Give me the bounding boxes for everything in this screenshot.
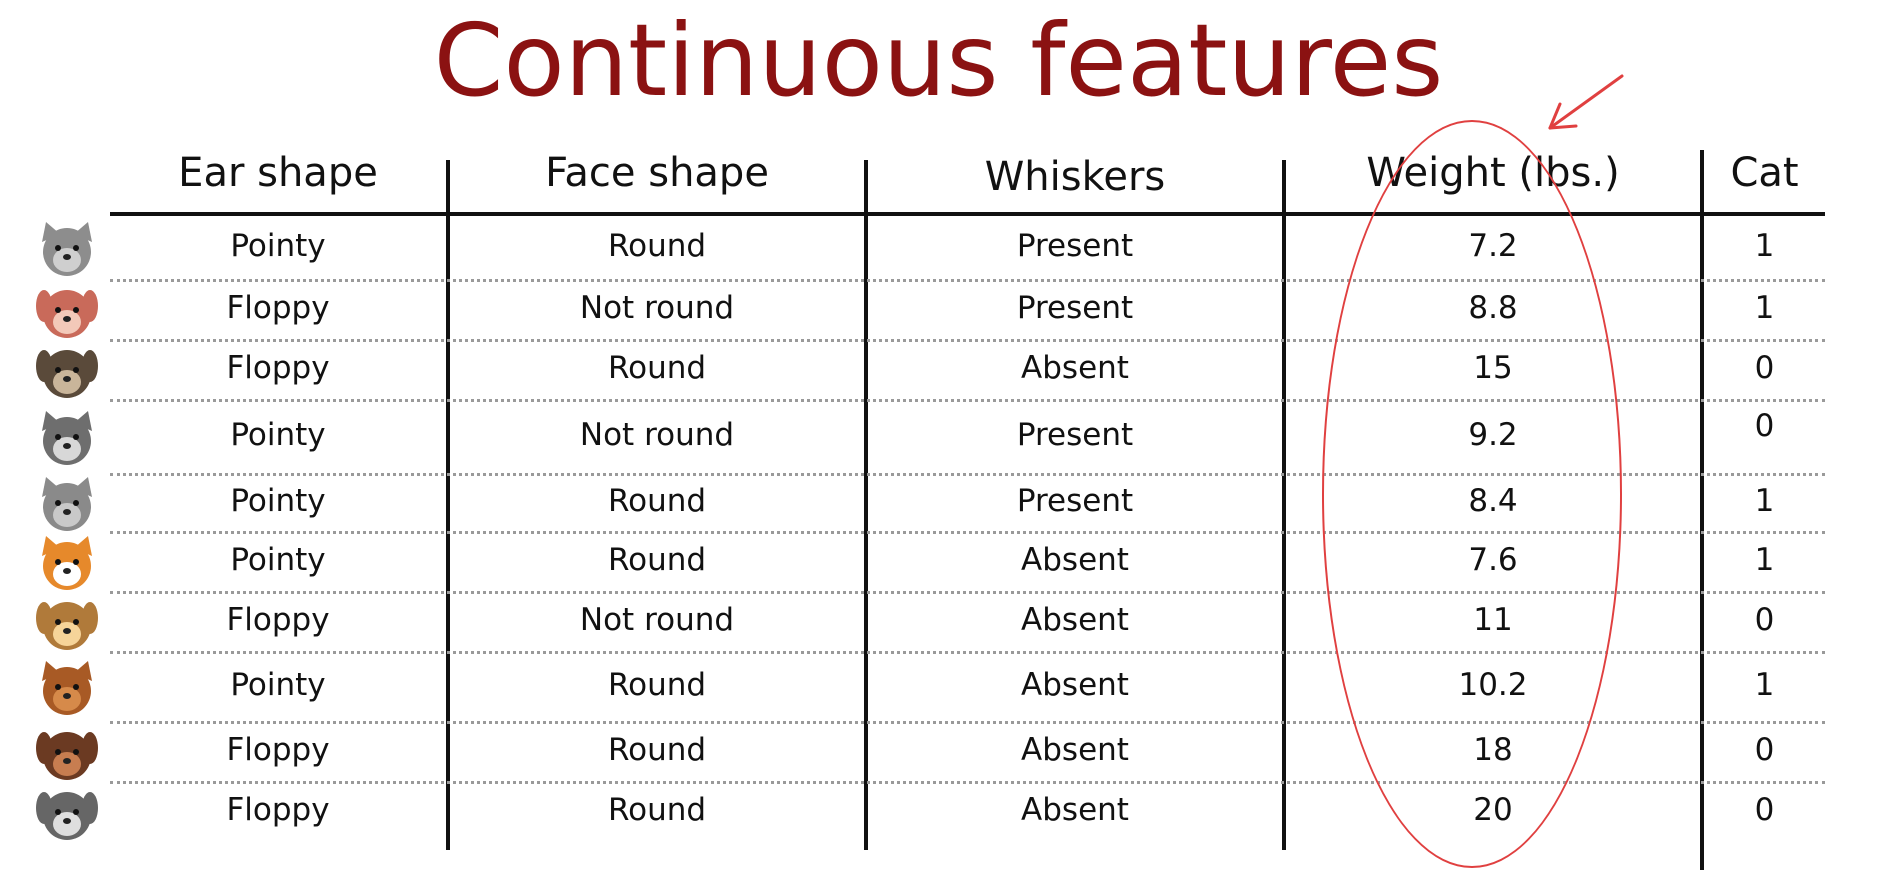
cell-face-shape: Not round: [579, 602, 735, 638]
page-title: Continuous features: [433, 2, 1444, 119]
row-separator: [110, 591, 1825, 594]
cell-whiskers: Present: [1016, 483, 1134, 519]
column-divider: [1700, 150, 1704, 870]
column-divider: [864, 160, 868, 850]
cell-ear-shape: Floppy: [226, 290, 330, 326]
cell-whiskers: Absent: [1021, 602, 1129, 638]
table-row: Floppy Round Absent 20 0: [110, 784, 1825, 844]
header-face-shape: Face shape: [545, 150, 769, 196]
cell-whiskers: Present: [1016, 228, 1134, 264]
brown-dog-icon: [36, 732, 98, 780]
cell-cat: 1: [1754, 667, 1775, 703]
gray-kitten-icon: [42, 477, 92, 531]
cell-whiskers: Absent: [1021, 350, 1129, 386]
header-ear-shape: Ear shape: [178, 150, 378, 196]
cell-ear-shape: Pointy: [230, 228, 326, 264]
row-separator: [110, 721, 1825, 724]
cell-ear-shape: Pointy: [230, 483, 326, 519]
pug-dog-icon: [36, 350, 98, 398]
annotation-arrow-icon: [1548, 74, 1624, 130]
row-separator: [110, 781, 1825, 784]
column-divider: [446, 160, 450, 850]
row-separator: [110, 651, 1825, 654]
cell-ear-shape: Floppy: [226, 792, 330, 828]
cell-whiskers: Absent: [1021, 667, 1129, 703]
gray-wolf-dog-icon: [42, 411, 92, 465]
table-header: Ear shape Face shape Whiskers Weight (lb…: [110, 140, 1825, 210]
cell-whiskers: Present: [1016, 290, 1134, 326]
cell-cat: 0: [1754, 792, 1775, 828]
cell-ear-shape: Pointy: [230, 417, 326, 453]
cell-whiskers: Present: [1016, 417, 1134, 453]
header-rule: [110, 212, 1825, 216]
cell-ear-shape: Floppy: [226, 602, 330, 638]
row-separator: [110, 399, 1825, 402]
header-whiskers: Whiskers: [984, 154, 1166, 200]
cell-face-shape: Round: [607, 228, 707, 264]
orange-cat-icon: [42, 661, 92, 715]
cell-cat: 0: [1754, 602, 1775, 638]
white-dog-icon: [36, 792, 98, 840]
cell-cat: 0: [1754, 350, 1775, 386]
column-divider: [1282, 160, 1286, 850]
row-separator: [110, 531, 1825, 534]
cell-whiskers: Absent: [1021, 792, 1129, 828]
header-cat: Cat: [1730, 150, 1799, 196]
cell-cat: 1: [1754, 228, 1775, 264]
cell-ear-shape: Floppy: [226, 732, 330, 768]
orange-shiba-icon: [42, 536, 92, 590]
tan-puppy-icon: [36, 602, 98, 650]
highlight-ellipse: [1322, 120, 1622, 868]
cell-face-shape: Round: [607, 667, 707, 703]
cell-ear-shape: Pointy: [230, 542, 326, 578]
row-separator: [110, 473, 1825, 476]
cell-whiskers: Absent: [1021, 542, 1129, 578]
cell-face-shape: Not round: [579, 290, 735, 326]
pink-dog-icon: [36, 290, 98, 338]
cell-face-shape: Round: [607, 483, 707, 519]
cell-face-shape: Not round: [579, 417, 735, 453]
cell-face-shape: Round: [607, 732, 707, 768]
cell-cat: 1: [1754, 483, 1775, 519]
gray-cat-icon: [42, 222, 92, 276]
cell-whiskers: Absent: [1021, 732, 1129, 768]
cell-ear-shape: Pointy: [230, 667, 326, 703]
cell-face-shape: Round: [607, 350, 707, 386]
cell-ear-shape: Floppy: [226, 350, 330, 386]
table-row: Pointy Round Absent 7.6 1: [110, 534, 1825, 594]
cell-cat: 1: [1754, 542, 1775, 578]
cell-cat: 0: [1754, 732, 1775, 768]
cell-face-shape: Round: [607, 542, 707, 578]
cell-cat: 1: [1754, 290, 1775, 326]
row-separator: [110, 339, 1825, 342]
cell-cat: 0: [1754, 408, 1775, 444]
row-separator: [110, 279, 1825, 282]
cell-face-shape: Round: [607, 792, 707, 828]
